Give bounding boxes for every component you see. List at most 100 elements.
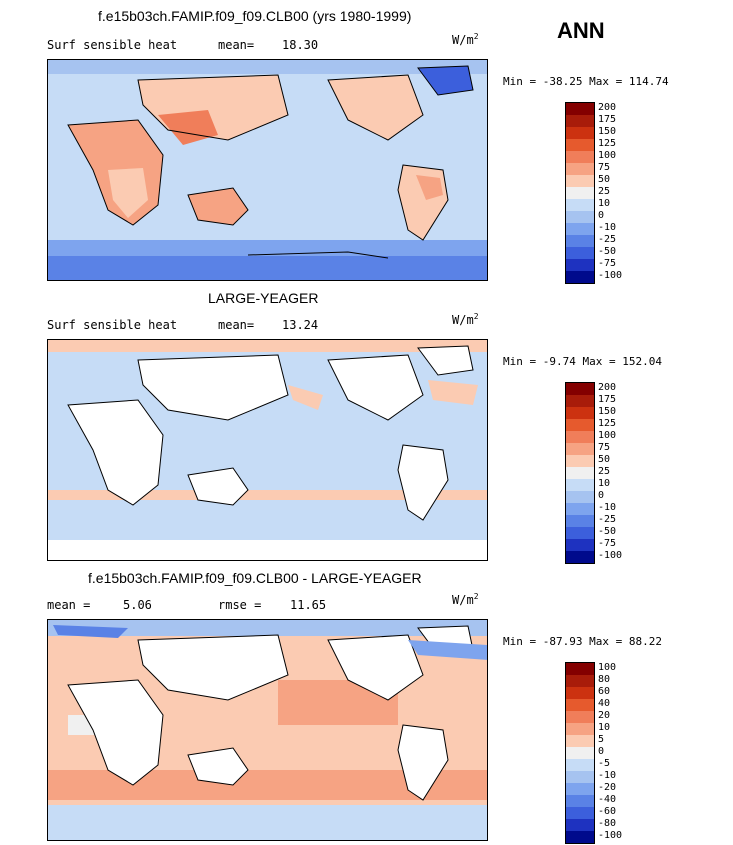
panel1-minmax: Min = -38.25 Max = 114.74 — [503, 75, 669, 88]
panel1-colorbar — [565, 102, 595, 284]
colorbar-segment — [566, 127, 594, 139]
colorbar-tick-label: 200 — [598, 102, 617, 113]
colorbar-tick-label: -100 — [598, 550, 623, 561]
colorbar-segment — [566, 187, 594, 199]
panel2-minmax: Min = -9.74 Max = 152.04 — [503, 355, 662, 368]
colorbar-tick-label: 125 — [598, 138, 617, 149]
panel2-mean-value: 13.24 — [282, 318, 319, 332]
colorbar-tick-label: 100 — [598, 430, 617, 441]
panel3-title: f.e15b03ch.FAMIP.f09_f09.CLB00 - LARGE-Y… — [88, 570, 422, 586]
colorbar-tick-label: -25 — [598, 514, 617, 525]
panel3-north-america — [327, 634, 424, 701]
panel2-africa — [67, 399, 164, 506]
colorbar-segment — [566, 407, 594, 419]
colorbar-tick-label: 10 — [598, 722, 611, 733]
colorbar-segment — [566, 115, 594, 127]
colorbar-segment — [566, 699, 594, 711]
colorbar-segment — [566, 199, 594, 211]
colorbar-segment — [566, 455, 594, 467]
panel3-south-america — [397, 724, 449, 801]
colorbar-segment — [566, 807, 594, 819]
panel2-australia — [187, 467, 249, 506]
colorbar-tick-label: -20 — [598, 782, 617, 793]
colorbar-tick-label: -10 — [598, 222, 617, 233]
panel1-greenland — [418, 66, 473, 95]
colorbar-tick-label: 50 — [598, 454, 611, 465]
colorbar-tick-label: 0 — [598, 490, 605, 501]
colorbar-tick-label: 20 — [598, 710, 611, 721]
panel2-mean-label: mean= — [218, 318, 255, 332]
colorbar-tick-label: 100 — [598, 662, 617, 673]
colorbar-tick-label: -50 — [598, 526, 617, 537]
panel3-map — [47, 619, 488, 841]
colorbar-tick-label: -25 — [598, 234, 617, 245]
colorbar-tick-label: -40 — [598, 794, 617, 805]
colorbar-tick-label: -10 — [598, 502, 617, 513]
colorbar-segment — [566, 663, 594, 675]
colorbar-segment — [566, 151, 594, 163]
colorbar-tick-label: -5 — [598, 758, 611, 769]
panel2-colorbar — [565, 382, 595, 564]
colorbar-tick-label: 10 — [598, 478, 611, 489]
panel1-map-svg — [48, 60, 487, 280]
colorbar-tick-label: -100 — [598, 830, 623, 841]
colorbar-segment — [566, 467, 594, 479]
colorbar-segment — [566, 479, 594, 491]
panel1-mean-value: 18.30 — [282, 38, 319, 52]
colorbar-tick-label: 75 — [598, 162, 611, 173]
colorbar-segment — [566, 723, 594, 735]
colorbar-segment — [566, 711, 594, 723]
panel1-units: W/m2 — [452, 32, 479, 47]
colorbar-segment — [566, 735, 594, 747]
colorbar-tick-label: 175 — [598, 114, 617, 125]
colorbar-tick-label: -100 — [598, 270, 623, 281]
colorbar-tick-label: -75 — [598, 538, 617, 549]
colorbar-segment — [566, 515, 594, 527]
colorbar-tick-label: 5 — [598, 734, 605, 745]
colorbar-tick-label: 75 — [598, 442, 611, 453]
colorbar-tick-label: 60 — [598, 686, 611, 697]
panel1-map — [47, 59, 488, 281]
colorbar-segment — [566, 211, 594, 223]
colorbar-segment — [566, 527, 594, 539]
colorbar-segment — [566, 491, 594, 503]
panel3-mean-label: mean = — [47, 598, 91, 612]
colorbar-tick-label: -10 — [598, 770, 617, 781]
colorbar-segment — [566, 539, 594, 551]
colorbar-segment — [566, 503, 594, 515]
colorbar-segment — [566, 759, 594, 771]
colorbar-tick-label: 200 — [598, 382, 617, 393]
colorbar-tick-label: 10 — [598, 198, 611, 209]
colorbar-segment — [566, 235, 594, 247]
colorbar-segment — [566, 259, 594, 271]
colorbar-segment — [566, 395, 594, 407]
panel2-units: W/m2 — [452, 312, 479, 327]
panel1-mean-label: mean= — [218, 38, 255, 52]
panel1-north-america — [328, 75, 423, 140]
colorbar-tick-label: -60 — [598, 806, 617, 817]
panel1-australia — [188, 188, 248, 225]
panel2-variable-label: Surf sensible heat — [47, 318, 178, 332]
panel2-map-svg — [48, 340, 487, 560]
panel2-map — [47, 339, 488, 561]
panel3-minmax: Min = -87.93 Max = 88.22 — [503, 635, 662, 648]
colorbar-tick-label: 50 — [598, 174, 611, 185]
panel3-rmse-label: rmse = — [218, 598, 262, 612]
colorbar-segment — [566, 747, 594, 759]
colorbar-tick-label: 0 — [598, 746, 605, 757]
colorbar-tick-label: 125 — [598, 418, 617, 429]
colorbar-segment — [566, 103, 594, 115]
panel2-north-america — [327, 354, 424, 421]
colorbar-segment — [566, 831, 594, 843]
colorbar-segment — [566, 223, 594, 235]
panel2-greenland — [417, 345, 474, 376]
panel2-title: LARGE-YEAGER — [208, 290, 319, 306]
colorbar-tick-label: -75 — [598, 258, 617, 269]
colorbar-tick-label: 150 — [598, 406, 617, 417]
colorbar-tick-label: 40 — [598, 698, 611, 709]
colorbar-segment — [566, 163, 594, 175]
colorbar-segment — [566, 819, 594, 831]
colorbar-tick-label: 0 — [598, 210, 605, 221]
panel1-title: f.e15b03ch.FAMIP.f09_f09.CLB00 (yrs 1980… — [98, 8, 412, 24]
colorbar-segment — [566, 139, 594, 151]
